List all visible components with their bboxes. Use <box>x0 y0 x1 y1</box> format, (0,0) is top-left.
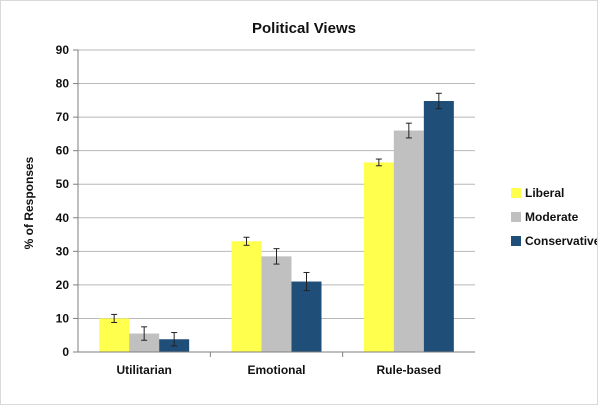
y-tick-label: 0 <box>62 345 69 359</box>
error-bars <box>111 92 442 347</box>
y-tick-label: 50 <box>56 177 70 191</box>
error-bar <box>435 92 442 110</box>
bar-liberal-rule-based <box>363 162 394 352</box>
bar-conservative-rule-based <box>423 101 454 352</box>
y-tick-label: 30 <box>56 244 70 258</box>
y-tick-labels: 0 10 20 30 40 50 60 70 80 90 <box>56 43 70 359</box>
bar-moderate-utilitarian <box>129 333 160 352</box>
legend-item: Moderate <box>511 210 579 224</box>
legend-item: Conservative <box>511 234 598 248</box>
bar-conservative-emotional <box>291 281 322 352</box>
category-labels: Utilitarian Emotional Rule-based <box>116 363 441 377</box>
error-bar <box>243 236 250 246</box>
axes <box>77 50 475 357</box>
x-category-label: Emotional <box>247 363 305 377</box>
legend: Liberal Moderate Conservative <box>511 186 598 248</box>
legend-item: Liberal <box>511 186 564 200</box>
error-bar <box>375 158 382 167</box>
y-tick-label: 40 <box>56 211 70 225</box>
bar-liberal-emotional <box>231 241 262 352</box>
error-bar <box>171 332 178 347</box>
y-tick-label: 80 <box>56 77 70 91</box>
y-axis-label: % of Responses <box>22 156 36 249</box>
bars <box>99 101 454 352</box>
legend-swatch <box>511 188 521 198</box>
y-tick-label: 70 <box>56 110 70 124</box>
y-tick-label: 20 <box>56 278 70 292</box>
chart-title: Political Views <box>252 20 356 37</box>
legend-swatch <box>511 236 521 246</box>
y-tick-label: 60 <box>56 144 70 158</box>
legend-label: Liberal <box>525 186 564 200</box>
error-bar <box>303 271 310 292</box>
error-bar <box>405 122 412 139</box>
error-bar <box>141 326 148 341</box>
bar-liberal-utilitarian <box>99 318 130 352</box>
x-category-label: Utilitarian <box>116 363 171 377</box>
x-category-label: Rule-based <box>376 363 441 377</box>
y-tick-label: 90 <box>56 43 70 57</box>
bar-moderate-emotional <box>261 256 292 352</box>
legend-label: Conservative <box>525 234 597 248</box>
y-tick-label: 10 <box>56 311 70 325</box>
legend-swatch <box>511 212 521 222</box>
error-bar <box>273 248 280 265</box>
error-bar <box>111 313 118 323</box>
legend-label: Moderate <box>525 210 579 224</box>
bar-moderate-rule-based <box>393 130 424 352</box>
